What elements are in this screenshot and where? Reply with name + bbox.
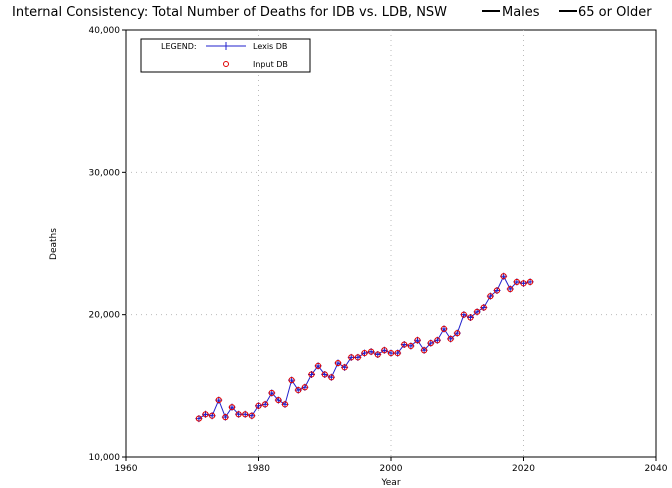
data-point-input-db [242, 411, 249, 418]
x-axis: 1960 1980 2000 2020 2040 [115, 457, 668, 474]
x-tick-label: 2020 [512, 464, 535, 474]
data-point-input-db [248, 412, 255, 419]
legend-entry-input-db: Input DB [253, 60, 288, 69]
data-point-input-db [202, 411, 209, 418]
data-point-input-db [295, 387, 302, 394]
data-point-input-db [301, 384, 308, 391]
y-tick-label: 10,000 [89, 453, 121, 463]
x-tick-label: 1960 [115, 464, 138, 474]
data-point-input-db [255, 402, 262, 409]
title-keys: Males 65 or Older [482, 5, 652, 20]
data-point-input-db [387, 349, 395, 357]
title-key-males: Males [502, 5, 540, 20]
data-point-input-db [421, 347, 428, 354]
data-point-input-db [454, 330, 461, 337]
data-point-input-db [434, 337, 441, 344]
data-point-input-db [361, 349, 368, 357]
y-tick-label: 40,000 [89, 26, 121, 36]
series-line-lexis-db [198, 275, 531, 419]
data-point-input-db [407, 342, 414, 350]
data-point-input-db [328, 374, 335, 381]
plot-frame [125, 29, 657, 458]
data-point-input-db [500, 273, 507, 280]
data-point-input-db [401, 341, 408, 348]
data-point-input-db [440, 325, 448, 332]
y-axis: 10,000 20,000 30,000 40,000 [89, 26, 126, 463]
data-point-input-db [507, 285, 514, 293]
data-point-input-db [460, 311, 467, 318]
x-tick-label: 2040 [645, 464, 668, 474]
data-point-input-db [474, 308, 481, 315]
data-point-input-db [493, 287, 501, 294]
legend-swatch-lexis-marker [222, 42, 230, 50]
data-point-input-db [414, 337, 421, 344]
series-lexis-db [195, 272, 534, 423]
y-tick-label: 20,000 [89, 311, 121, 321]
data-point-input-db [354, 354, 361, 361]
data-point-input-db [520, 280, 527, 287]
data-point-input-db [315, 362, 322, 370]
y-tick-label: 30,000 [89, 168, 121, 178]
data-point-input-db [228, 404, 236, 411]
data-point-input-db [288, 377, 295, 384]
data-point-input-db [368, 348, 375, 355]
legend: LEGEND: Lexis DB Input DB [140, 38, 311, 73]
legend-swatch-input-marker [223, 61, 229, 67]
data-point-input-db [513, 278, 520, 286]
series-input-db [195, 273, 534, 422]
data-point-input-db [480, 304, 487, 311]
x-axis-label: Year [380, 478, 400, 488]
data-point-input-db [427, 340, 434, 347]
data-point-input-db [334, 359, 342, 367]
y-axis-label: Deaths [49, 228, 59, 260]
grid [126, 30, 656, 457]
data-point-input-db [215, 396, 222, 404]
data-point-input-db [321, 371, 328, 378]
data-point-input-db [381, 347, 388, 354]
data-point-input-db [308, 371, 315, 378]
data-point-input-db [209, 412, 216, 419]
title-key-65-or-older: 65 or Older [578, 5, 652, 20]
x-tick-label: 2000 [380, 464, 403, 474]
data-point-input-db [268, 389, 275, 397]
data-point-input-db [447, 335, 454, 342]
data-point-input-db [235, 411, 242, 418]
data-point-input-db [262, 401, 269, 408]
data-point-input-db [341, 364, 348, 371]
series-group [195, 272, 534, 423]
legend-title: LEGEND: [161, 42, 197, 51]
data-point-input-db [487, 293, 494, 300]
data-point-input-db [374, 351, 381, 358]
x-tick-label: 1980 [247, 464, 270, 474]
data-point-input-db [275, 396, 282, 404]
data-point-input-db [527, 278, 534, 286]
chart-title: Internal Consistency: Total Number of De… [12, 5, 447, 20]
data-point-input-db [195, 415, 202, 422]
data-point-input-db [467, 314, 474, 321]
data-point-input-db [348, 354, 355, 361]
data-point-input-db [222, 414, 229, 421]
data-point-input-db [394, 349, 401, 357]
data-point-input-db [281, 401, 289, 408]
legend-entry-lexis-db: Lexis DB [253, 42, 287, 51]
